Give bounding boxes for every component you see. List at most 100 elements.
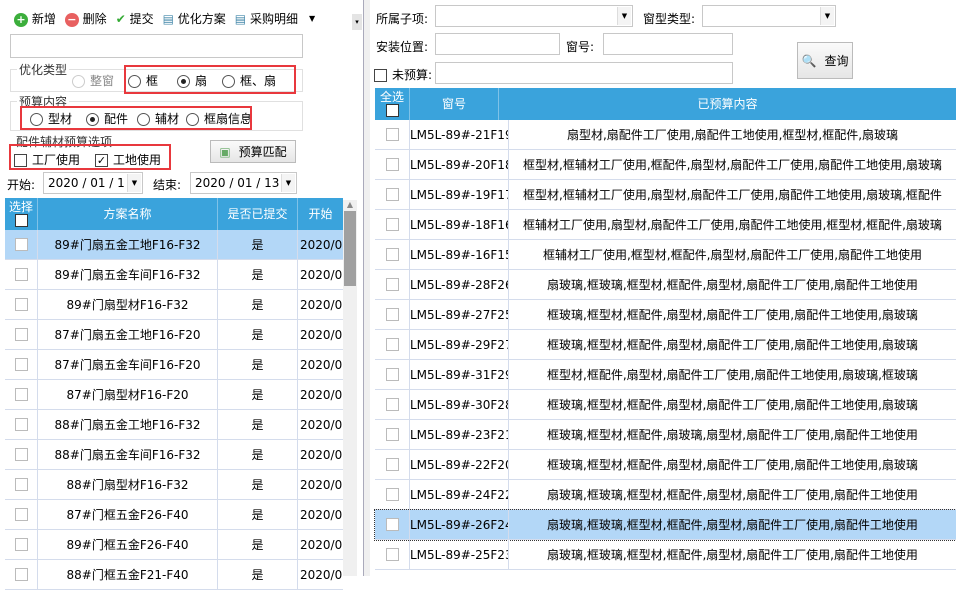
table-row[interactable]: LM5L-89#-26F24 扇玻璃,框玻璃,框型材,框配件,扇型材,扇配件工厂使… bbox=[374, 509, 956, 541]
row-checkbox[interactable] bbox=[14, 328, 28, 341]
submit-button[interactable]: ✔ 提交 bbox=[115, 11, 154, 26]
row-checkbox[interactable] bbox=[385, 458, 399, 471]
select-cell[interactable] bbox=[375, 359, 410, 390]
row-checkbox[interactable] bbox=[14, 568, 28, 581]
select-cell[interactable] bbox=[375, 449, 410, 480]
table-row[interactable]: LM5L-89#-24F22 扇玻璃,框玻璃,框型材,框配件,扇型材,扇配件工厂使… bbox=[375, 479, 956, 510]
row-checkbox[interactable] bbox=[385, 248, 399, 261]
select-cell[interactable] bbox=[375, 509, 410, 540]
table-row[interactable]: LM5L-89#-18F16 框辅材工厂使用,扇型材,扇配件工厂使用,扇配件工地使… bbox=[375, 209, 956, 240]
table-row[interactable]: 87#门框五金F26-F40 是 2020/0 bbox=[5, 499, 343, 530]
select-all-header[interactable]: 选择 bbox=[5, 198, 38, 230]
row-checkbox[interactable] bbox=[14, 298, 28, 311]
radio-accessory[interactable]: 配件 bbox=[86, 110, 128, 127]
select-cell[interactable] bbox=[375, 419, 410, 450]
row-checkbox[interactable] bbox=[385, 278, 399, 291]
header-budget-content[interactable]: 已预算内容 bbox=[697, 96, 758, 111]
row-checkbox[interactable] bbox=[385, 218, 399, 231]
radio-frame-sash[interactable]: 框、扇 bbox=[222, 72, 276, 89]
table-row[interactable]: 87#门扇五金车间F16-F20 是 2020/0 bbox=[5, 349, 343, 380]
table-row[interactable]: LM5L-89#-31F29 框型材,框配件,扇型材,扇配件工厂使用,扇配件工地使… bbox=[375, 359, 956, 390]
end-date-picker[interactable]: 2020 / 01 / 13 ▼ bbox=[190, 172, 297, 194]
select-cell[interactable] bbox=[5, 349, 38, 380]
select-cell[interactable] bbox=[375, 389, 410, 420]
splitter[interactable] bbox=[364, 0, 370, 576]
delete-button[interactable]: − 删除 bbox=[64, 10, 107, 27]
select-cell[interactable] bbox=[375, 299, 410, 330]
select-cell[interactable] bbox=[375, 269, 410, 300]
row-checkbox[interactable] bbox=[385, 428, 399, 441]
row-checkbox[interactable] bbox=[14, 508, 28, 521]
table-row[interactable]: 87#门扇五金工地F16-F20 是 2020/0 bbox=[5, 319, 343, 350]
radio-profile[interactable]: 型材 bbox=[30, 110, 72, 127]
select-cell[interactable] bbox=[5, 499, 38, 530]
window-type-combo[interactable]: ▼ bbox=[702, 5, 836, 27]
table-row[interactable]: LM5L-89#-20F18 框型材,框辅材工厂使用,框配件,扇型材,扇配件工厂使… bbox=[375, 149, 956, 180]
select-cell[interactable] bbox=[5, 559, 38, 590]
radio-whole-window[interactable]: 整窗 bbox=[72, 72, 114, 89]
select-cell[interactable] bbox=[375, 479, 410, 510]
row-checkbox[interactable] bbox=[14, 268, 28, 281]
table-row[interactable]: LM5L-89#-28F26 扇玻璃,框玻璃,框型材,框配件,扇型材,扇配件工厂使… bbox=[375, 269, 956, 300]
select-cell[interactable] bbox=[5, 289, 38, 320]
subitem-combo[interactable]: ▼ bbox=[435, 5, 633, 27]
location-input[interactable] bbox=[435, 33, 560, 55]
row-checkbox[interactable] bbox=[385, 308, 399, 321]
select-cell[interactable] bbox=[375, 179, 410, 210]
select-cell[interactable] bbox=[5, 379, 38, 410]
table-row[interactable]: LM5L-89#-30F28 框玻璃,框型材,框配件,扇型材,扇配件工厂使用,扇配… bbox=[375, 389, 956, 420]
start-date-picker[interactable]: 2020 / 01 / 1 ▼ bbox=[43, 172, 143, 194]
add-button[interactable]: + 新增 bbox=[14, 10, 56, 27]
table-row[interactable]: 88#门扇五金工地F16-F32 是 2020/0 bbox=[5, 409, 343, 440]
table-row[interactable]: 88#门扇五金车间F16-F32 是 2020/0 bbox=[5, 439, 343, 470]
window-no-input[interactable] bbox=[603, 33, 733, 55]
text-input[interactable] bbox=[10, 34, 303, 58]
radio-frame[interactable]: 框 bbox=[128, 72, 158, 89]
table-row[interactable]: LM5L-89#-23F21 框玻璃,框型材,框配件,扇玻璃,扇型材,扇配件工厂使… bbox=[375, 419, 956, 450]
row-checkbox[interactable] bbox=[385, 518, 399, 531]
unbudgeted-input[interactable] bbox=[435, 62, 733, 84]
select-cell[interactable] bbox=[5, 469, 38, 500]
radio-sash[interactable]: 扇 bbox=[177, 72, 207, 89]
row-checkbox[interactable] bbox=[385, 158, 399, 171]
row-checkbox[interactable] bbox=[14, 238, 28, 251]
table-row[interactable]: LM5L-89#-19F17 框型材,框辅材工厂使用,扇型材,扇配件工厂使用,扇配… bbox=[375, 179, 956, 210]
select-cell[interactable] bbox=[375, 539, 410, 570]
table-row[interactable]: LM5L-89#-22F20 框玻璃,框型材,框配件,扇型材,扇配件工厂使用,扇配… bbox=[375, 449, 956, 480]
select-cell[interactable] bbox=[375, 149, 410, 180]
row-checkbox[interactable] bbox=[385, 398, 399, 411]
select-cell[interactable] bbox=[375, 209, 410, 240]
select-cell[interactable] bbox=[5, 259, 38, 290]
factory-use-checkbox[interactable]: 工厂使用 bbox=[14, 151, 80, 168]
select-cell[interactable] bbox=[375, 239, 410, 270]
row-checkbox[interactable] bbox=[14, 448, 28, 461]
toolbar-overflow-button[interactable]: ▾ bbox=[352, 14, 362, 30]
select-cell[interactable] bbox=[5, 409, 38, 440]
row-checkbox[interactable] bbox=[14, 418, 28, 431]
header-window-no[interactable]: 窗号 bbox=[410, 88, 499, 120]
row-checkbox[interactable] bbox=[385, 338, 399, 351]
row-checkbox[interactable] bbox=[14, 478, 28, 491]
table-row[interactable]: 87#门扇型材F16-F20 是 2020/0 bbox=[5, 379, 343, 410]
dropdown-arrow-icon[interactable]: ▼ bbox=[308, 13, 316, 23]
select-cell[interactable] bbox=[5, 439, 38, 470]
budget-match-button[interactable]: ▣ 预算匹配 bbox=[210, 140, 296, 163]
row-checkbox[interactable] bbox=[385, 488, 399, 501]
unbudgeted-checkbox[interactable]: 未预算: bbox=[374, 66, 432, 83]
row-checkbox[interactable] bbox=[385, 128, 399, 141]
select-cell[interactable] bbox=[5, 229, 38, 260]
row-checkbox[interactable] bbox=[14, 388, 28, 401]
header-plan-name[interactable]: 方案名称 bbox=[38, 198, 218, 230]
table-row[interactable]: 88#门框五金F21-F40 是 2020/0 bbox=[5, 559, 343, 590]
select-cell[interactable] bbox=[5, 319, 38, 350]
scrollbar[interactable]: ▲ bbox=[343, 200, 357, 576]
header-submitted[interactable]: 是否已提交 bbox=[218, 198, 298, 230]
table-row[interactable]: LM5L-89#-27F25 框玻璃,框型材,框配件,扇型材,扇配件工厂使用,扇配… bbox=[375, 299, 956, 330]
table-row[interactable]: 89#门框五金F26-F40 是 2020/0 bbox=[5, 529, 343, 560]
table-row[interactable]: 89#门扇五金工地F16-F32 是 2020/0 bbox=[5, 229, 343, 260]
select-cell[interactable] bbox=[375, 329, 410, 360]
radio-frame-sash-info[interactable]: 框扇信息 bbox=[186, 110, 252, 127]
table-row[interactable]: LM5L-89#-29F27 框玻璃,框型材,框配件,扇型材,扇配件工厂使用,扇配… bbox=[375, 329, 956, 360]
optimize-plan-button[interactable]: ▤ 优化方案 bbox=[162, 11, 226, 26]
table-row[interactable]: LM5L-89#-25F23 扇玻璃,框玻璃,框型材,框配件,扇型材,扇配件工厂使… bbox=[375, 539, 956, 570]
